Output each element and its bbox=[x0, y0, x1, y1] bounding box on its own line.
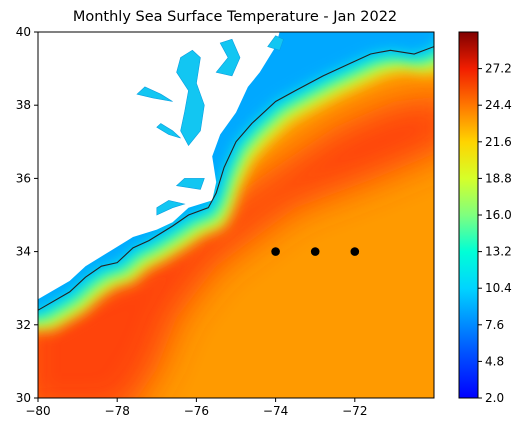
x-tick-label: −78 bbox=[105, 404, 130, 418]
colorbar-tick-label: 2.0 bbox=[485, 391, 504, 405]
colorbar-ticks: 2.0 4.8 7.6 10.4 13.2 16.0 18.8 21.6 24.4 27.2 bbox=[478, 62, 512, 405]
plot-area bbox=[38, 32, 434, 398]
station-point bbox=[310, 247, 320, 256]
bay-water bbox=[215, 38, 241, 77]
bay-water bbox=[156, 200, 186, 216]
bay-water bbox=[156, 123, 181, 139]
station-point bbox=[350, 247, 360, 256]
station-points bbox=[271, 247, 360, 256]
y-tick-label: 40 bbox=[16, 25, 31, 39]
x-axis: −80 −78 −76 −74 −72 bbox=[25, 398, 367, 418]
colorbar-gradient bbox=[459, 32, 478, 398]
colorbar-tick-label: 18.8 bbox=[485, 171, 512, 185]
bays bbox=[136, 35, 284, 216]
colorbar-tick-label: 4.8 bbox=[485, 354, 504, 368]
bay-water bbox=[136, 86, 173, 102]
coastline-contour bbox=[38, 46, 434, 311]
colorbar: 2.0 4.8 7.6 10.4 13.2 16.0 18.8 21.6 24.4 27.2 bbox=[458, 31, 512, 405]
colorbar-tick-label: 7.6 bbox=[485, 318, 504, 332]
y-tick-label: 34 bbox=[16, 245, 31, 259]
y-tick-label: 32 bbox=[16, 318, 31, 332]
chart-title: Monthly Sea Surface Temperature - Jan 20… bbox=[73, 9, 397, 25]
colorbar-tick-label: 27.2 bbox=[485, 62, 512, 76]
colorbar-tick-label: 16.0 bbox=[485, 208, 512, 222]
warm-core bbox=[38, 96, 434, 398]
colorbar-tick-label: 10.4 bbox=[485, 281, 512, 295]
y-tick-label: 36 bbox=[16, 171, 31, 185]
x-tick-label: −74 bbox=[263, 404, 288, 418]
colorbar-tick-label: 13.2 bbox=[485, 245, 512, 259]
x-tick-label: −72 bbox=[342, 404, 367, 418]
colorbar-tick-label: 21.6 bbox=[485, 135, 512, 149]
x-tick-label: −80 bbox=[25, 404, 50, 418]
y-tick-label: 38 bbox=[16, 98, 31, 112]
y-axis: 30 32 34 36 38 40 bbox=[16, 25, 38, 405]
bay-water bbox=[267, 35, 284, 51]
plot-frame bbox=[37, 31, 435, 399]
land-mask bbox=[38, 32, 280, 300]
station-point bbox=[271, 247, 280, 256]
colorbar-tick-label: 24.4 bbox=[485, 98, 512, 112]
y-tick-label: 30 bbox=[16, 391, 31, 405]
bay-water bbox=[176, 49, 205, 147]
x-tick-label: −76 bbox=[184, 404, 209, 418]
bay-water bbox=[175, 178, 205, 190]
